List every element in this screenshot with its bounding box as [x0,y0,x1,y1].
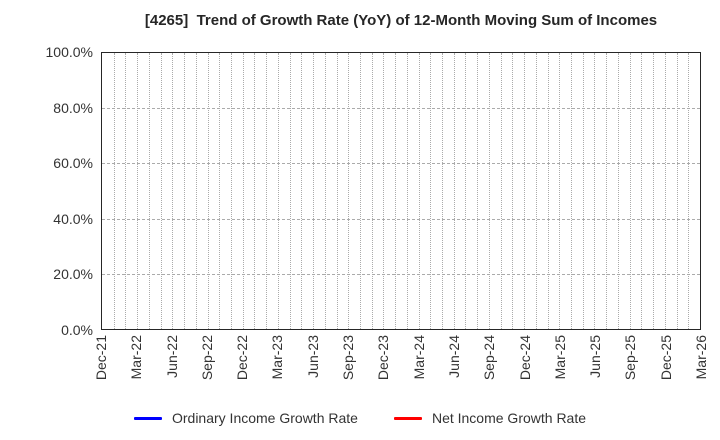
vertical-gridline [371,53,373,329]
vertical-gridline [406,53,408,329]
vertical-gridline [465,53,467,329]
vertical-gridline [688,53,690,329]
x-axis-tick-label: Mar-23 [269,335,286,380]
legend: Ordinary Income Growth Rate Net Income Gr… [0,410,720,426]
y-axis-tick-label: 40.0% [53,210,93,227]
horizontal-gridline [102,218,700,220]
vertical-gridline [125,53,127,329]
vertical-gridline [336,53,338,329]
plot-area [101,52,701,330]
x-axis-tick-label: Mar-25 [551,335,568,380]
horizontal-gridline [102,163,700,165]
vertical-gridline [582,53,584,329]
vertical-gridline [500,53,502,329]
vertical-gridline [184,53,186,329]
vertical-gridline [547,53,549,329]
y-axis-tick-label: 0.0% [61,322,93,338]
x-axis-tick-label: Sep-24 [481,335,498,381]
vertical-gridline [277,53,279,329]
vertical-gridline [617,53,619,329]
x-axis-tick-label: Sep-22 [198,335,215,381]
legend-item-ordinary-income: Ordinary Income Growth Rate [133,410,358,426]
x-axis-tick-label: Mar-26 [693,335,709,380]
x-axis-tick-label: Dec-23 [375,335,392,381]
y-axis-tick-label: 20.0% [53,266,93,283]
vertical-gridline [430,53,432,329]
vertical-gridline [488,53,490,329]
vertical-gridline [113,53,115,329]
y-axis-tick-label: 60.0% [53,155,93,172]
vertical-gridline [207,53,209,329]
x-axis-tick-label: Dec-24 [516,335,533,381]
net-income-legend-line [393,416,422,420]
x-axis-tick-label: Dec-21 [93,335,109,381]
vertical-gridline [453,53,455,329]
vertical-gridline [301,53,303,329]
x-axis-tick-label: Mar-24 [410,335,427,380]
vertical-gridline [571,53,573,329]
vertical-gridline [359,53,361,329]
vertical-gridline [148,53,150,329]
vertical-gridline [653,53,655,329]
vertical-gridline [195,53,197,329]
vertical-gridline [418,53,420,329]
x-axis-tick-label: Mar-22 [128,335,145,380]
ordinary-income-legend-line [133,416,162,420]
vertical-gridline [160,53,162,329]
ordinary-income-legend-label: Ordinary Income Growth Rate [171,410,358,426]
vertical-gridline [383,53,385,329]
vertical-gridline [242,53,244,329]
x-axis-tick-label: Jun-24 [445,335,462,378]
net-income-legend-label: Net Income Growth Rate [431,410,587,426]
vertical-gridline [324,53,326,329]
y-axis-tick-label: 80.0% [53,99,93,116]
vertical-gridline [219,53,221,329]
vertical-gridline [266,53,268,329]
vertical-gridline [664,53,666,329]
x-axis-tick-label: Jun-25 [587,335,604,378]
vertical-gridline [230,53,232,329]
x-axis-tick-label: Jun-22 [163,335,180,378]
vertical-gridline [477,53,479,329]
horizontal-gridline [102,108,700,110]
vertical-gridline [594,53,596,329]
x-axis-tick-label: Sep-23 [340,335,357,381]
vertical-gridline [524,53,526,329]
vertical-gridline [559,53,561,329]
vertical-gridline [641,53,643,329]
legend-item-net-income: Net Income Growth Rate [393,410,587,426]
vertical-gridline [313,53,315,329]
x-axis-tick-label: Dec-25 [657,335,674,381]
vertical-gridline [254,53,256,329]
vertical-gridline [137,53,139,329]
vertical-gridline [535,53,537,329]
horizontal-gridline [102,273,700,275]
vertical-gridline [395,53,397,329]
vertical-gridline [512,53,514,329]
vertical-gridline [629,53,631,329]
vertical-gridline [606,53,608,329]
x-axis-tick-label: Sep-25 [622,335,639,381]
vertical-gridline [172,53,174,329]
vertical-gridline [676,53,678,329]
x-axis-tick-label: Dec-22 [234,335,251,381]
vertical-gridline [289,53,291,329]
x-axis-tick-label: Jun-23 [304,335,321,378]
chart-title: [4265] Trend of Growth Rate (YoY) of 12-… [144,12,658,29]
vertical-gridline [442,53,444,329]
y-axis-tick-label: 100.0% [45,44,93,60]
vertical-gridline [348,53,350,329]
